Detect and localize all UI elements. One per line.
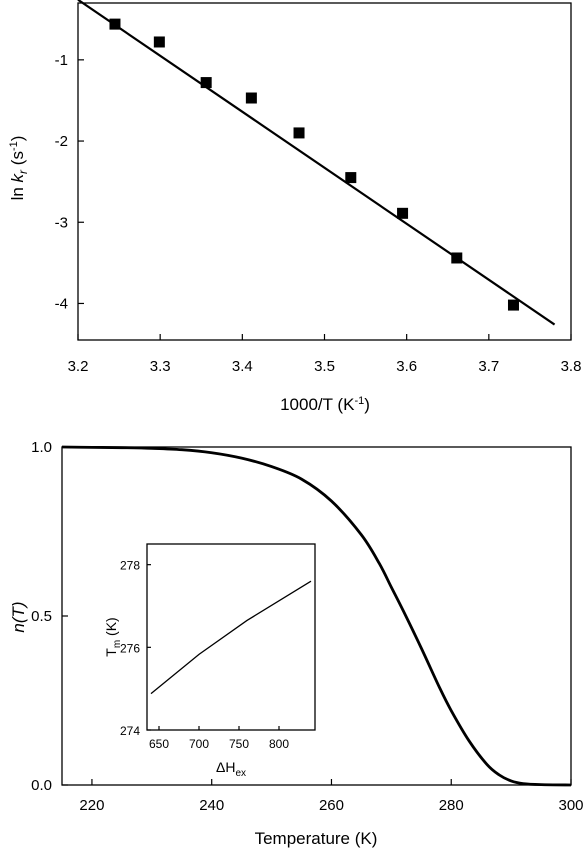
inset-y-tick-label: 274 (120, 724, 140, 738)
inset-x-tick-label: 800 (269, 737, 289, 751)
data-point (397, 207, 409, 219)
inset-y-tick-label: 278 (120, 559, 140, 573)
data-point (153, 36, 165, 48)
bottom-x-tick-label: 300 (558, 797, 583, 814)
bottom-y-tick-label: 1.0 (31, 439, 52, 456)
data-point (200, 77, 212, 89)
occupancy-plot: 220 240 260 280 300 0.0 0.5 1.0 Temperature (K… (9, 439, 584, 848)
data-point (109, 18, 121, 30)
data-point (293, 127, 305, 139)
inset-x-ticks: 650 700 750 800 (149, 726, 289, 751)
data-point (345, 172, 357, 184)
data-point (451, 252, 463, 264)
bottom-x-tick-label: 280 (439, 797, 464, 814)
top-x-tick-label: 3.4 (232, 358, 253, 375)
data-points (109, 18, 519, 311)
top-y-ticks: -1 -2 -3 -4 (55, 52, 84, 312)
top-x-tick-label: 3.8 (561, 358, 582, 375)
top-x-tick-label: 3.7 (478, 358, 499, 375)
data-point (507, 299, 519, 311)
top-plot-frame (77, 2, 572, 341)
inset-plot: 650 700 750 800 274 276 278 ΔHex Tm (K) (103, 543, 316, 779)
top-y-tick-label: -4 (55, 295, 68, 312)
top-y-tick-label: -3 (55, 214, 68, 231)
bottom-x-tick-label: 260 (319, 797, 344, 814)
top-x-ticks: 3.2 3.3 3.4 3.5 3.6 3.7 3.8 (68, 334, 582, 375)
bottom-x-tick-label: 220 (79, 797, 104, 814)
inset-y-ticks: 274 276 278 (120, 559, 151, 738)
top-x-axis-label: 1000/T (K-1) (280, 395, 370, 414)
bottom-x-axis-label: Temperature (K) (255, 829, 378, 848)
inset-x-tick-label: 650 (149, 737, 169, 751)
top-x-tick-label: 3.6 (396, 358, 417, 375)
occupancy-curve (61, 445, 572, 787)
bottom-y-tick-label: 0.0 (31, 777, 52, 794)
bottom-y-axis-label: n(T) (9, 601, 28, 632)
data-point (245, 92, 257, 104)
arrhenius-plot: 3.2 3.3 3.4 3.5 3.6 3.7 3.8 -1 -2 -3 -4 1000/T (K… (8, 0, 581, 414)
inset-x-tick-label: 700 (189, 737, 209, 751)
inset-curve (150, 580, 312, 695)
inset-x-axis-label: ΔHex (216, 759, 246, 779)
top-y-tick-label: -2 (55, 133, 68, 150)
top-y-tick-label: -1 (55, 52, 68, 69)
bottom-x-ticks: 220 240 260 280 300 (79, 779, 584, 814)
inset-y-axis-label: Tm (K) (103, 617, 123, 656)
inset-plot-frame (146, 543, 316, 731)
top-y-axis-label: ln kr (s-1) (8, 136, 30, 201)
top-x-tick-label: 3.2 (68, 358, 89, 375)
bottom-x-tick-label: 240 (199, 797, 224, 814)
inset-x-tick-label: 750 (229, 737, 249, 751)
bottom-y-tick-label: 0.5 (31, 608, 52, 625)
top-x-tick-label: 3.5 (314, 358, 335, 375)
linear-fit-line (77, 0, 556, 326)
inset-y-tick-label: 276 (120, 641, 140, 655)
top-x-tick-label: 3.3 (150, 358, 171, 375)
